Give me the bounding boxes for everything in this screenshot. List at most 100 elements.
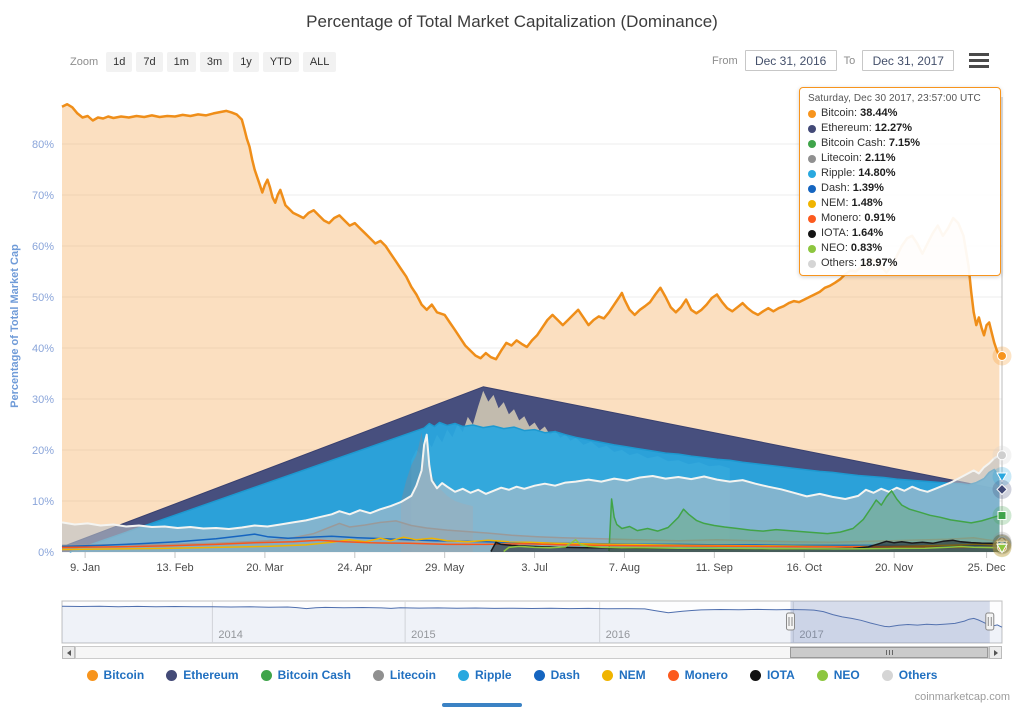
chart-context-menu-icon[interactable]	[969, 53, 990, 68]
ethereum-last-point-marker	[996, 483, 1008, 496]
tooltip-series-value: 18.97%	[860, 257, 898, 269]
x-axis-label: 25. Dec	[968, 562, 1006, 574]
legend-item-bitcoin-cash[interactable]: Bitcoin Cash	[260, 668, 351, 682]
navigator-year-label: 2014	[218, 629, 242, 641]
zoom-button-ytd[interactable]: YTD	[262, 52, 299, 72]
y-axis-label: 10%	[32, 496, 54, 508]
tooltip-series-name: NEM	[821, 197, 846, 209]
tooltip-series-value: 14.80%	[858, 167, 896, 179]
legend-item-bitcoin[interactable]: Bitcoin	[86, 668, 145, 682]
navigator[interactable]: 2014 2015 2016 2017	[0, 598, 1024, 646]
litecoin-dot-icon	[808, 154, 816, 163]
legend-label: Bitcoin Cash	[277, 668, 351, 682]
legend-label: NEM	[618, 668, 646, 682]
zoom-button-group: Zoom 1d 7d 1m 3m 1y YTD ALL	[70, 52, 340, 72]
zoom-button-all[interactable]: ALL	[302, 52, 337, 72]
navigator-year-label: 2015	[411, 629, 435, 641]
litecoin-legend-dot-icon	[372, 669, 384, 681]
tooltip-row-ethereum: Ethereum:12.27%	[808, 121, 992, 136]
legend-item-ripple[interactable]: Ripple	[457, 668, 512, 682]
tooltip-row-nem: NEM:1.48%	[808, 196, 992, 211]
dash-legend-dot-icon	[533, 669, 545, 681]
iota-legend-dot-icon	[749, 669, 761, 681]
legend-item-iota[interactable]: IOTA	[749, 668, 795, 682]
to-date-input[interactable]	[862, 50, 955, 71]
page-title: Percentage of Total Market Capitalizatio…	[306, 12, 718, 31]
scrollbar-thumb[interactable]	[790, 647, 988, 658]
bitcoin-cash-last-point-marker	[997, 511, 1007, 521]
ripple-legend-dot-icon	[457, 669, 469, 681]
y-axis-label: 0%	[38, 547, 54, 559]
x-axis-label: 20. Nov	[875, 562, 913, 574]
scrollbar[interactable]	[0, 646, 1024, 659]
iota-dot-icon	[808, 229, 816, 238]
scrollbar-left-arrow[interactable]	[62, 646, 75, 659]
navigator-right-handle[interactable]	[985, 612, 995, 631]
legend-item-litecoin[interactable]: Litecoin	[372, 668, 436, 682]
tooltip-series-value: 1.39%	[852, 182, 884, 194]
chart-plot-area[interactable]: 0% 10% 20% 30% 40% 50% 60% 70% 80% Percentage of …	[0, 0, 1024, 598]
tooltip-row-ripple: Ripple:14.80%	[808, 166, 992, 181]
bitcoin-last-point-marker	[997, 350, 1007, 361]
ethereum-line	[61, 386, 1000, 548]
zoom-button-1y[interactable]: 1y	[233, 52, 259, 72]
tooltip-series-value: 12.27%	[874, 122, 913, 134]
watermark: coinmarketcap.com	[914, 691, 1010, 703]
legend-item-monero[interactable]: Monero	[667, 668, 728, 682]
tooltip-series-value: 7.15%	[888, 137, 921, 149]
tooltip-series-value: 0.83%	[850, 242, 883, 254]
y-axis-label: 20%	[32, 445, 54, 457]
tooltip-rows: Bitcoin:38.44% Ethereum:12.27% Bitcoin Cas…	[808, 106, 992, 271]
neo-line	[503, 539, 1000, 553]
navigator-selected-range[interactable]	[790, 601, 990, 643]
zoom-button-1m[interactable]: 1m	[166, 52, 196, 72]
legend-item-ethereum[interactable]: Ethereum	[166, 668, 239, 682]
tooltip-series-value: 38.44%	[860, 107, 898, 119]
zoom-button-3m[interactable]: 3m	[199, 52, 230, 72]
tooltip-row-neo: NEO:0.83%	[808, 241, 992, 256]
tooltip-series-value: 1.48%	[851, 197, 883, 209]
bitcoin-cash-legend-dot-icon	[260, 669, 272, 681]
x-axis-label: 7. Aug	[609, 562, 640, 574]
x-axis-label: 11. Sep	[696, 562, 733, 574]
legend-item-neo[interactable]: NEO	[816, 668, 860, 682]
legend-item-nem[interactable]: NEM	[601, 668, 646, 682]
zoom-button-7d[interactable]: 7d	[136, 52, 163, 72]
others-last-point-marker	[997, 450, 1007, 461]
chart-tooltip: Saturday, Dec 30 2017, 23:57:00 UTC Bitc…	[799, 87, 1001, 276]
right-arrow-icon	[993, 649, 998, 656]
zoom-button-1d[interactable]: 1d	[106, 52, 133, 72]
navigator-left-handle[interactable]	[786, 612, 795, 631]
monero-legend-dot-icon	[667, 669, 679, 681]
bitcoin-cash-area	[609, 490, 1000, 552]
navigator-line	[61, 605, 1003, 628]
neo-legend-dot-icon	[816, 669, 828, 681]
x-axis-label: 9. Jan	[70, 562, 100, 574]
legend-label: Bitcoin	[103, 668, 145, 682]
bitcoin-dot-icon	[808, 109, 816, 118]
y-axis-label: 30%	[32, 394, 54, 406]
litecoin-line	[61, 520, 1000, 547]
tooltip-row-others: Others:18.97%	[808, 256, 992, 271]
nem-dot-icon	[808, 199, 816, 208]
x-axis-label: 13. Feb	[156, 562, 193, 574]
bitcoin-legend-dot-icon	[86, 669, 98, 681]
legend-label: Dash	[550, 668, 580, 682]
tooltip-series-name: Monero	[821, 212, 859, 224]
x-axis-label: 3. Jul	[521, 562, 547, 574]
scrollbar-right-arrow[interactable]	[989, 646, 1002, 659]
tooltip-row-bitcoin: Bitcoin:38.44%	[808, 106, 992, 121]
legend-item-dash[interactable]: Dash	[533, 668, 580, 682]
tooltip-series-value: 0.91%	[864, 212, 896, 224]
y-axis-label: 70%	[32, 190, 54, 202]
y-axis-label: 40%	[32, 343, 54, 355]
scrollbar-track[interactable]	[75, 646, 989, 659]
legend-scrollbar[interactable]	[442, 703, 522, 707]
from-date-input[interactable]	[744, 50, 837, 71]
tooltip-series-name: NEO	[821, 242, 845, 254]
legend-item-others[interactable]: Others	[881, 668, 937, 682]
navigator-area	[62, 606, 1002, 643]
left-arrow-icon	[66, 649, 71, 656]
